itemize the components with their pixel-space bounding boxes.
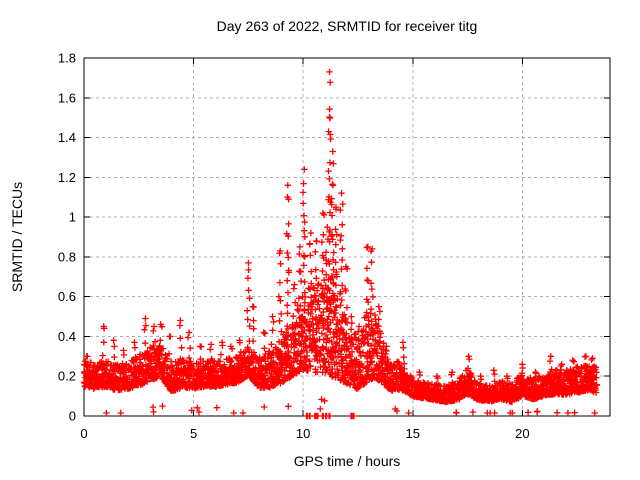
y-tick-label: 0.2 <box>58 369 76 384</box>
y-tick-label: 0.8 <box>58 249 76 264</box>
x-axis-label: GPS time / hours <box>294 453 401 469</box>
y-tick-label: 1.4 <box>58 130 76 145</box>
x-tick-labels: 0 5 10 15 20 <box>80 426 529 441</box>
y-tick-label: 0.6 <box>58 289 76 304</box>
data-points <box>80 68 600 420</box>
y-tick-labels: 0 0.2 0.4 0.6 0.8 1 1.2 1.4 1.6 1.8 <box>58 51 76 424</box>
x-tick-label: 15 <box>406 426 420 441</box>
x-tick-label: 10 <box>296 426 310 441</box>
y-tick-label: 1 <box>69 210 76 225</box>
y-tick-label: 0.4 <box>58 329 76 344</box>
y-tick-label: 1.8 <box>58 51 76 66</box>
y-tick-label: 1.6 <box>58 90 76 105</box>
y-tick-label: 1.2 <box>58 170 76 185</box>
axis-text: Day 263 of 2022, SRMTID for receiver tit… <box>9 18 530 469</box>
chart-title: Day 263 of 2022, SRMTID for receiver tit… <box>217 18 478 34</box>
srmtid-data-markers <box>80 68 600 420</box>
x-tick-label: 5 <box>190 426 197 441</box>
x-tick-label: 20 <box>515 426 529 441</box>
x-tick-label: 0 <box>80 426 87 441</box>
y-tick-label: 0 <box>69 409 76 424</box>
y-axis-label: SRMTID / TECUs <box>9 182 25 292</box>
axis-ticks <box>83 57 610 417</box>
plot-border <box>83 57 611 417</box>
